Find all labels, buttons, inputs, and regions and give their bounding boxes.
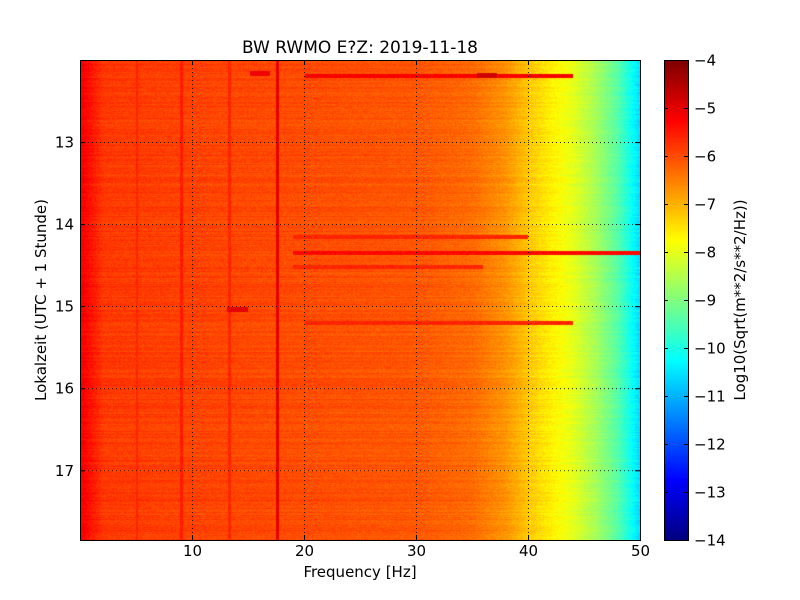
y-tick-label: 15 [55, 298, 74, 316]
x-tick-label: 50 [631, 542, 650, 560]
y-tick-label: 16 [55, 380, 74, 398]
y-tick-label: 13 [55, 134, 74, 152]
colorbar-tick-label: −14 [694, 532, 726, 550]
plot-area: 10 20 30 40 50 13 14 15 16 17 [55, 60, 650, 560]
colorbar-tick-label: −5 [694, 100, 716, 118]
colorbar-tick-label: −12 [694, 436, 726, 454]
x-tick-label: 20 [295, 542, 314, 560]
y-axis-label: Lokalzeit (UTC + 1 Stunde) [32, 199, 50, 401]
colorbar-tick-label: −10 [694, 340, 726, 358]
colorbar-tick-label: −9 [694, 292, 716, 310]
x-tick-label: 30 [407, 542, 426, 560]
chart-title: BW RWMO E?Z: 2019-11-18 [242, 38, 478, 58]
colorbar-tick-label: −8 [694, 244, 716, 262]
colorbar-tick-label: −13 [694, 484, 726, 502]
x-tick-label: 40 [519, 542, 538, 560]
x-axis-label: Frequency [Hz] [303, 563, 416, 581]
x-tick-label: 10 [183, 542, 202, 560]
y-tick-label: 14 [55, 216, 74, 234]
y-tick-label: 17 [55, 462, 74, 480]
colorbar-gradient [665, 61, 688, 540]
colorbar-tick-label: −11 [694, 388, 726, 406]
colorbar-tick-label: −6 [694, 148, 716, 166]
colorbar-tick-label: −4 [694, 52, 716, 70]
colorbar-label: Log10(Sqrt(m**2/s**2/Hz)) [731, 199, 749, 400]
colorbar: −4 −5 −6 −7 −8 −9 −10 −11 −12 −13 −14 Log10(Sqrt(m… [664, 52, 749, 550]
colorbar-tick-label: −7 [694, 196, 716, 214]
y-axis: 13 14 15 16 17 [55, 134, 640, 480]
x-axis: 10 20 30 40 50 [183, 60, 650, 560]
heatmap-image [81, 61, 640, 540]
colorbar-ticks: −4 −5 −6 −7 −8 −9 −10 −11 −12 −13 −14 [664, 52, 726, 550]
plot-frame [80, 60, 641, 541]
grid-lines [80, 60, 640, 540]
